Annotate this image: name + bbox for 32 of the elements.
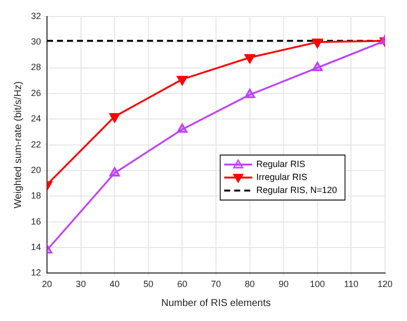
y-tick-label: 22 [30,139,42,150]
legend-label: Irregular RIS [256,172,308,182]
y-tick-label: 20 [30,164,42,175]
y-tick-label: 14 [30,242,42,252]
point [176,123,188,133]
y-axis-title: Weighted sum-rate (bit/s/Hz) [12,81,24,208]
y-tick-label: 30 [30,36,42,47]
x-tick-label: 60 [177,279,188,290]
point [109,113,120,122]
point [176,76,188,86]
x-tick-label: 90 [278,279,289,290]
x-tick-label: 50 [143,279,154,290]
y-tick-label: 26 [30,88,42,98]
point [244,54,256,64]
x-tick-label: 110 [344,279,358,290]
y-tick-label: 12 [30,268,42,278]
x-tick-label: 30 [76,279,86,290]
x-tick-label: 20 [42,279,52,290]
legend-label: Regular RIS, N=120 [256,185,338,196]
y-tick-label: 28 [30,62,42,72]
legend-label: Regular RIS [256,159,306,170]
y-tick-label: 24 [30,114,42,124]
x-tick-label: 120 [377,279,393,290]
x-tick-label: 70 [211,279,222,290]
y-tick-label: 16 [30,216,42,226]
x-tick-label: 40 [110,279,120,290]
x-tick-label: 100 [310,279,325,290]
x-axis-title: Number of RIS elements [161,298,271,309]
y-tick-label: 18 [30,190,42,201]
y-tick-label: 32 [30,10,42,21]
point [109,167,120,176]
x-tick-label: 80 [244,279,255,290]
